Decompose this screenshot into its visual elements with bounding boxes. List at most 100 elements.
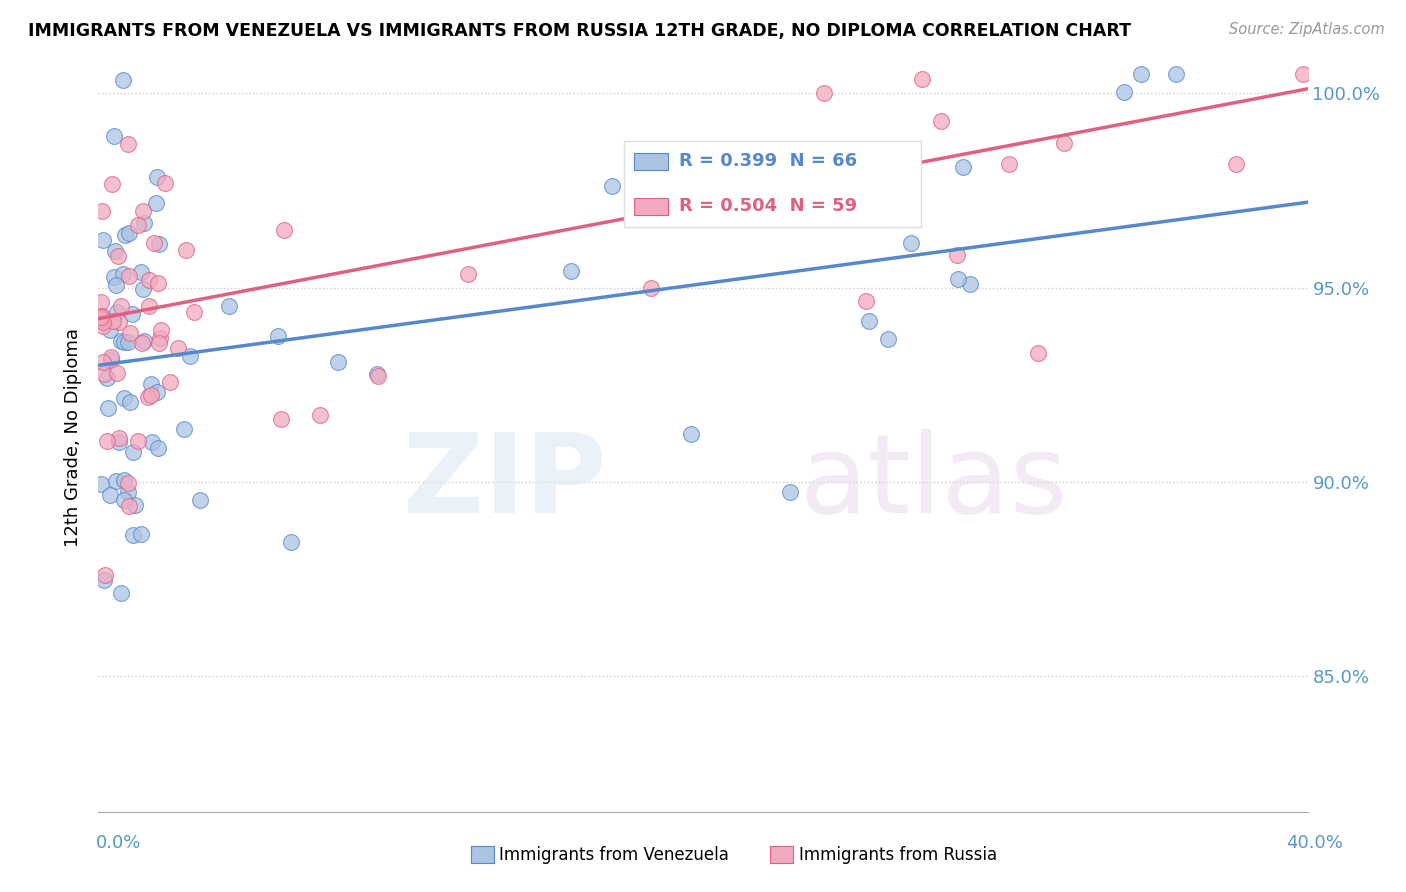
Point [952, 161, 974, 175]
Point [1129, 67, 1152, 81]
Point [100, 350, 122, 364]
Text: IMMIGRANTS FROM VENEZUELA VS IMMIGRANTS FROM RUSSIA 12TH GRADE, NO DIPLOMA CORRE: IMMIGRANTS FROM VENEZUELA VS IMMIGRANTS … [28, 22, 1130, 40]
Point [174, 243, 197, 257]
FancyBboxPatch shape [624, 141, 921, 227]
Point [90, 310, 112, 324]
Text: Immigrants from Russia: Immigrants from Russia [799, 846, 997, 863]
Point [90, 203, 112, 218]
Point [96, 401, 118, 415]
Point [600, 178, 623, 193]
Point [166, 341, 188, 355]
Point [121, 308, 143, 322]
Point [98, 488, 121, 502]
Point [110, 586, 132, 600]
Point [111, 72, 134, 87]
Point [148, 276, 170, 290]
Point [136, 390, 159, 404]
Point [90, 312, 112, 326]
Point [108, 315, 131, 329]
Point [179, 349, 201, 363]
Point [146, 169, 169, 184]
Point [112, 392, 135, 406]
Point [929, 113, 952, 128]
Point [120, 326, 142, 340]
Point [121, 528, 143, 542]
Point [779, 485, 801, 500]
Text: 40.0%: 40.0% [1286, 834, 1343, 852]
Point [103, 269, 125, 284]
Point [153, 176, 176, 190]
Point [118, 226, 141, 240]
Point [188, 492, 211, 507]
Point [132, 203, 155, 218]
Point [131, 527, 153, 541]
Point [145, 196, 167, 211]
Point [110, 299, 132, 313]
Point [112, 473, 135, 487]
Point [114, 228, 136, 243]
Point [131, 336, 153, 351]
Point [139, 376, 162, 391]
Point [132, 216, 155, 230]
Point [159, 375, 181, 389]
Point [104, 244, 127, 258]
Point [959, 277, 981, 291]
Point [560, 264, 582, 278]
Point [91, 233, 114, 247]
Point [900, 235, 922, 250]
Point [457, 267, 479, 281]
Point [138, 299, 160, 313]
Point [118, 268, 141, 283]
Point [117, 484, 139, 499]
Point [266, 329, 288, 343]
Point [1052, 136, 1074, 151]
Point [110, 334, 132, 348]
Point [118, 395, 141, 409]
Point [738, 156, 761, 170]
Point [273, 222, 295, 236]
Point [105, 366, 128, 380]
Point [127, 434, 149, 448]
Point [112, 492, 135, 507]
Point [367, 369, 389, 384]
Point [112, 335, 135, 350]
Point [132, 283, 155, 297]
Point [1292, 67, 1315, 81]
Point [124, 498, 146, 512]
Point [911, 72, 934, 87]
Point [1112, 85, 1135, 99]
Point [148, 237, 170, 252]
Point [103, 314, 125, 328]
Point [117, 137, 139, 152]
Point [309, 408, 332, 422]
Point [270, 412, 292, 426]
Point [93, 368, 115, 382]
Point [117, 334, 139, 349]
Point [98, 322, 121, 336]
Point [183, 305, 205, 319]
Point [103, 129, 125, 144]
Point [94, 568, 117, 582]
Point [640, 280, 662, 294]
Point [173, 421, 195, 435]
Text: 0.0%: 0.0% [96, 834, 141, 852]
Point [104, 278, 127, 293]
Point [1225, 157, 1247, 171]
Point [218, 299, 240, 313]
Point [105, 474, 128, 488]
Point [141, 434, 163, 449]
Point [100, 352, 122, 367]
Bar [634, 153, 668, 169]
Point [945, 247, 967, 261]
Text: Immigrants from Venezuela: Immigrants from Venezuela [499, 846, 728, 863]
Point [1026, 346, 1049, 360]
Point [96, 371, 118, 385]
Point [366, 367, 388, 381]
Point [813, 86, 835, 100]
Point [112, 267, 135, 281]
Point [93, 573, 115, 587]
Text: R = 0.504  N = 59: R = 0.504 N = 59 [679, 197, 856, 215]
Point [107, 435, 129, 450]
Point [91, 355, 114, 369]
Point [142, 236, 165, 251]
